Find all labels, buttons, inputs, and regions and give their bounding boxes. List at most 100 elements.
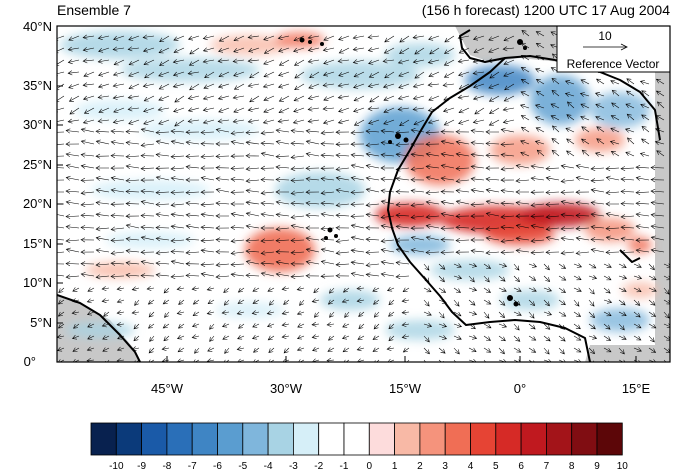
wind-vector (140, 259, 155, 265)
wind-vector (641, 90, 650, 97)
wind-vector (80, 261, 95, 267)
colorbar-swatch (596, 422, 623, 456)
wind-vector (350, 189, 365, 195)
wind-vector (423, 347, 430, 355)
wind-vector (380, 272, 395, 277)
colorbar-label: -7 (188, 461, 197, 471)
wind-vector (410, 248, 425, 253)
wind-vector (252, 299, 260, 304)
wind-vector (550, 103, 560, 109)
wind-vector (207, 299, 215, 304)
wind-vector (545, 214, 560, 220)
wind-vector (252, 323, 260, 328)
wind-vector (113, 35, 125, 41)
colorbar-swatch (444, 422, 471, 456)
wind-vector (57, 59, 65, 66)
wind-vector (223, 287, 230, 293)
wind-vector (245, 224, 260, 229)
wind-vector (440, 211, 455, 217)
wind-vector (237, 299, 245, 304)
wind-vector (425, 175, 440, 181)
wind-vector (125, 154, 140, 159)
wind-vector (650, 248, 665, 253)
wind-vector (455, 225, 470, 230)
wind-vector (170, 238, 185, 244)
wind-vector (648, 335, 655, 343)
wind-vector (215, 200, 230, 206)
wind-vector (185, 237, 200, 242)
wind-vector (202, 58, 215, 64)
wind-vector (350, 163, 365, 169)
wind-vector (172, 83, 185, 89)
wind-vector (65, 200, 80, 205)
lat-label-20n: 20°N (23, 196, 52, 211)
wind-vector (440, 176, 455, 182)
wind-vector (438, 323, 448, 328)
wind-vector (143, 95, 155, 102)
wind-vector (290, 223, 305, 229)
wind-vector (68, 95, 80, 102)
wind-vector (365, 187, 380, 193)
wind-vector (142, 34, 155, 40)
wind-vector (626, 137, 635, 145)
wind-vector (281, 310, 290, 316)
wind-vector (320, 247, 335, 253)
wind-vector (470, 152, 485, 158)
wind-vector (95, 262, 110, 268)
wind-vector (232, 118, 245, 124)
wind-vector (438, 311, 445, 319)
wind-vector (380, 188, 395, 194)
wind-vector (565, 127, 575, 133)
wind-vector (87, 287, 95, 292)
wind-vector (648, 323, 657, 329)
wind-vector (655, 90, 665, 97)
wind-vector (468, 299, 476, 306)
wind-vector (560, 178, 575, 184)
wind-vector (530, 213, 545, 219)
wind-vector (125, 201, 140, 207)
wind-vector (656, 150, 665, 157)
wind-vector (545, 226, 560, 232)
colorbar: -10 -9 -8 -7 -6 -5 -4 -3 -2 -1 0 1 2 3 4 5 6 7 8 9 10 (90, 422, 628, 471)
wind-vector (116, 321, 125, 327)
wind-vector (521, 30, 530, 37)
wind-vector (573, 323, 581, 330)
wind-vector (573, 263, 583, 268)
wind-vector (162, 299, 170, 305)
wind-vector (57, 83, 65, 91)
wind-vector (311, 334, 320, 340)
islands (299, 37, 527, 307)
wind-vector (173, 47, 185, 54)
wind-vector (110, 140, 125, 145)
wind-vector (358, 311, 365, 317)
wind-vector (335, 262, 350, 268)
wind-vector (399, 35, 410, 43)
colorbar-label: -1 (340, 461, 349, 471)
wind-vector (648, 299, 656, 306)
wind-vector (200, 129, 215, 135)
wind-vector (485, 176, 500, 182)
wind-vector (365, 236, 380, 242)
wind-vector (425, 164, 440, 170)
wind-vector (98, 107, 110, 114)
wind-vector (342, 347, 350, 353)
wind-vector (192, 299, 200, 305)
wind-vector (275, 238, 290, 243)
lake-chad (619, 249, 641, 263)
wind-vector (146, 285, 155, 291)
wind-vector (605, 226, 620, 231)
wind-vector (655, 78, 665, 85)
wind-vector (266, 310, 275, 316)
wind-vector (575, 189, 590, 195)
wind-vector (626, 78, 635, 85)
wind-vector (311, 321, 320, 327)
wind-vector (329, 287, 335, 294)
wind-vector (263, 107, 275, 113)
wind-vector (230, 176, 245, 182)
wind-vector (399, 119, 410, 126)
wind-vector (594, 152, 605, 157)
wind-vector (215, 153, 230, 159)
colorbar-label: 2 (417, 461, 423, 471)
wind-vector (140, 213, 155, 219)
wind-vector (401, 298, 410, 303)
